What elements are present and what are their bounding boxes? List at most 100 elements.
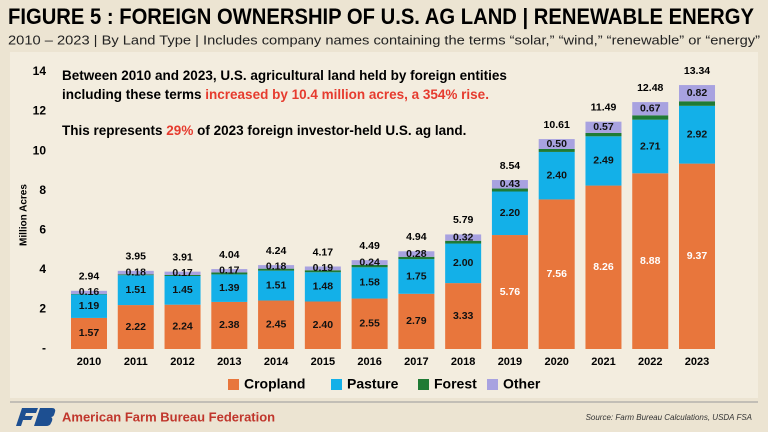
x-tick-label: 2015 (311, 356, 335, 368)
total-label: 13.34 (684, 65, 710, 77)
value-label: 0.18 (266, 261, 287, 273)
total-label: 4.17 (313, 246, 334, 258)
value-label: 1.51 (126, 284, 147, 296)
organization: American Farm Bureau Federation (62, 409, 275, 424)
value-label: 1.75 (406, 270, 427, 282)
bar-segment (164, 304, 201, 349)
value-label: 0.57 (593, 121, 614, 133)
bar-segment (538, 151, 575, 200)
x-tick-label: 2019 (498, 356, 522, 368)
value-label: 1.45 (172, 284, 193, 296)
value-label: 0.18 (126, 266, 147, 278)
y-tick-label: 14 (33, 64, 47, 78)
bar-segment (258, 270, 295, 301)
bar-segment (304, 301, 341, 349)
x-tick-label: 2014 (264, 356, 289, 368)
logo (16, 408, 56, 426)
value-label: 9.37 (687, 250, 708, 262)
source: Source: Farm Bureau Calculations, USDA F… (586, 413, 752, 422)
value-label: 0.82 (687, 87, 708, 99)
x-tick-label: 2023 (685, 356, 709, 368)
value-label: 1.51 (266, 279, 287, 291)
value-label: 0.19 (313, 262, 334, 274)
total-label: 11.49 (591, 101, 617, 113)
x-tick-label: 2011 (124, 356, 148, 368)
value-label: 2.71 (640, 140, 661, 152)
value-label: 8.26 (593, 261, 614, 273)
value-label: 0.50 (546, 138, 567, 150)
value-label: 0.32 (453, 231, 474, 243)
x-tick-label: 2010 (77, 356, 101, 368)
total-label: 4.49 (359, 240, 380, 252)
value-label: 0.17 (172, 267, 193, 279)
value-label: 1.58 (359, 277, 380, 289)
bar-segment (117, 274, 154, 276)
bar-segment (258, 300, 295, 349)
bar-segment (585, 136, 622, 186)
bar-segment (491, 191, 528, 236)
y-tick-label: 10 (33, 143, 47, 157)
bar-segment (491, 188, 528, 192)
value-label: 7.56 (546, 268, 567, 280)
bar-segment (632, 115, 669, 120)
annotation: Between 2010 and 2023, U.S. agricultural… (62, 68, 507, 83)
bar-segment (445, 283, 482, 349)
total-label: 8.54 (500, 160, 521, 172)
bar-segment (445, 240, 482, 244)
x-tick-label: 2020 (544, 356, 568, 368)
value-label: 0.28 (406, 248, 427, 260)
value-label: 0.43 (500, 178, 521, 190)
bar-segment (398, 256, 435, 260)
value-label: 0.17 (219, 265, 240, 277)
value-label: 2.92 (687, 129, 708, 141)
value-label: 2.38 (219, 319, 240, 331)
bar-segment (71, 294, 107, 318)
total-label: 4.94 (406, 231, 427, 243)
total-label: 12.48 (637, 82, 663, 94)
bar-segment (117, 275, 154, 306)
y-tick-label: 2 (39, 302, 46, 316)
legend-label: Cropland (244, 376, 305, 392)
value-label: 1.48 (313, 281, 334, 293)
y-axis-label: Million Acres (19, 184, 30, 246)
y-tick-label: 6 (39, 222, 46, 236)
bar-segment (679, 101, 716, 106)
value-label: 2.45 (266, 319, 287, 331)
bar-segment (258, 268, 295, 271)
bar-segment (211, 274, 248, 302)
value-label: 3.33 (453, 310, 474, 322)
bar-segment (258, 265, 295, 269)
bar-segment (538, 148, 575, 152)
legend-label: Pasture (347, 376, 399, 392)
bar-segment (445, 243, 482, 284)
bar-segment (117, 305, 154, 349)
value-label: 2.49 (593, 155, 614, 167)
subtitle: 2010 – 2023 | By Land Type | Includes co… (8, 32, 760, 47)
legend-swatch (331, 379, 342, 390)
bar-segment (304, 272, 341, 302)
total-label: 3.91 (172, 251, 193, 263)
bar-segment (398, 251, 435, 257)
bar-segment (304, 266, 341, 271)
bar-segment (632, 173, 669, 349)
bar-segment (304, 270, 341, 273)
bar-segment (351, 260, 388, 265)
y-tick-label: 12 (33, 104, 47, 118)
value-label: 2.79 (406, 315, 427, 327)
bar-segment (211, 269, 248, 273)
x-tick-label: 2013 (217, 356, 241, 368)
value-label: 5.76 (500, 286, 521, 298)
bar-segment (117, 270, 154, 275)
bar-segment (632, 102, 669, 116)
value-label: 0.67 (640, 102, 661, 114)
bar-segment (398, 259, 435, 294)
value-label: 2.00 (453, 257, 474, 269)
x-tick-label: 2021 (591, 356, 615, 368)
bar-segment (445, 234, 482, 241)
bar-segment (351, 267, 388, 299)
value-label: 0.24 (359, 256, 380, 268)
bar-segment (351, 298, 388, 349)
bar-segment (164, 275, 201, 276)
bar-segment (398, 293, 435, 349)
